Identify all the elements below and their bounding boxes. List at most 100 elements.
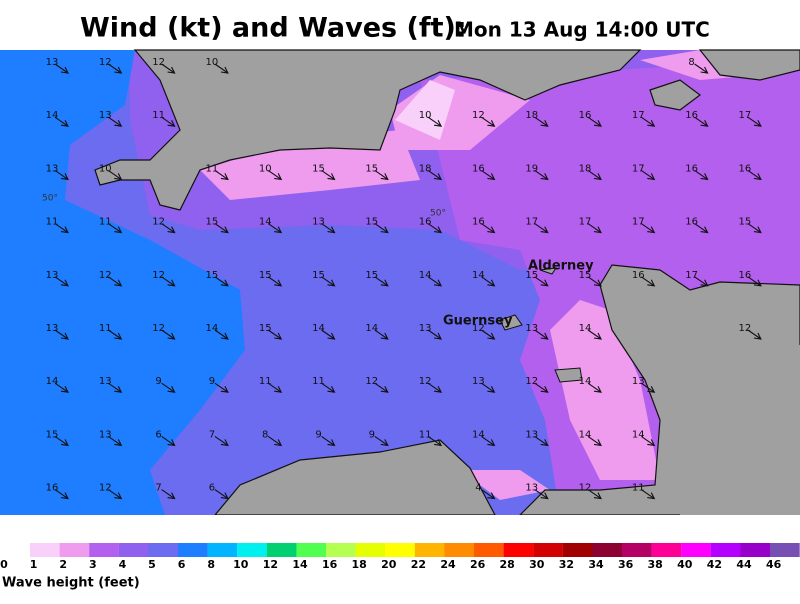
wind-speed: 6 xyxy=(209,483,215,494)
latitude-label: 50° xyxy=(430,209,446,219)
wind-speed: 11 xyxy=(46,217,59,228)
legend-tick: 1 xyxy=(30,558,38,571)
wind-speed: 9 xyxy=(155,376,161,387)
legend-tick: 5 xyxy=(148,558,156,571)
legend-swatch xyxy=(178,543,208,557)
legend-tick: 6 xyxy=(178,558,186,571)
wind-arrow xyxy=(481,435,496,447)
wind-speed: 17 xyxy=(632,163,645,174)
wind-speed: 16 xyxy=(419,217,432,228)
legend-tick: 8 xyxy=(207,558,215,571)
wind-arrow xyxy=(54,276,69,287)
legend-swatch xyxy=(562,543,593,557)
wind-speed: 14 xyxy=(632,429,645,440)
wind-speed: 15 xyxy=(259,323,272,334)
wind-arrow xyxy=(427,435,443,447)
wind-arrow xyxy=(481,329,496,340)
wind-speed: 12 xyxy=(152,217,165,228)
wind-speed: 15 xyxy=(365,217,378,228)
legend-swatch xyxy=(237,543,267,557)
wind-speed: 13 xyxy=(46,270,59,281)
wind-arrow xyxy=(747,276,762,287)
wind-speed: 18 xyxy=(419,163,432,174)
wind-arrow xyxy=(481,116,496,127)
sea-band xyxy=(460,470,550,500)
legend-tick: 2 xyxy=(59,558,67,571)
wind-arrow xyxy=(694,276,709,287)
place-label: Guernsey xyxy=(443,314,513,329)
wind-arrow xyxy=(214,382,229,393)
wind-arrow xyxy=(481,276,496,287)
wind-arrow xyxy=(534,329,549,340)
legend-swatch xyxy=(444,543,475,557)
legend-tick: 46 xyxy=(766,558,782,571)
wind-speed: 14 xyxy=(46,110,59,121)
wind-speed: 17 xyxy=(685,270,698,281)
legend-swatch xyxy=(533,543,563,557)
wind-speed: 12 xyxy=(99,57,112,68)
wind-arrow xyxy=(481,382,496,393)
wind-speed: 11 xyxy=(632,483,645,494)
land-alderney xyxy=(539,267,558,275)
legend-tick: 14 xyxy=(292,558,308,571)
wind-speed: 7 xyxy=(155,483,161,494)
wind-arrow xyxy=(107,276,123,287)
legend-tick: 10 xyxy=(233,558,249,571)
wind-speed: 11 xyxy=(152,110,165,121)
wind-arrow xyxy=(374,223,389,234)
wind-speed: 7 xyxy=(209,429,215,440)
wind-speed: 15 xyxy=(579,270,592,281)
legend-swatch xyxy=(59,543,90,557)
legend-tick: 24 xyxy=(440,558,456,571)
wind-arrow xyxy=(267,169,283,181)
wind-speed: 12 xyxy=(152,57,165,68)
wind-arrow xyxy=(374,435,389,447)
wind-arrow xyxy=(747,329,762,340)
wind-arrow xyxy=(321,223,336,234)
wind-arrow xyxy=(374,382,389,393)
legend-swatch xyxy=(326,543,356,557)
wind-speed: 12 xyxy=(472,323,485,334)
wind-arrow xyxy=(54,63,69,74)
wind-arrow xyxy=(321,169,336,181)
wind-speed: 12 xyxy=(579,483,592,494)
wind-arrow xyxy=(214,489,229,500)
wind-speed: 16 xyxy=(685,110,698,121)
wind-arrow xyxy=(640,276,656,287)
legend-tick: 42 xyxy=(707,558,722,571)
wind-arrow xyxy=(267,382,283,393)
wind-arrow xyxy=(694,63,709,74)
legend-tick: 34 xyxy=(588,558,604,571)
legend-swatch xyxy=(355,543,386,557)
wind-arrow xyxy=(427,169,443,181)
wind-speed: 13 xyxy=(419,323,432,334)
wind-arrow xyxy=(534,489,549,500)
wind-speed: 13 xyxy=(46,323,59,334)
wind-speed: 8 xyxy=(262,429,268,440)
wind-speed: 9 xyxy=(315,429,321,440)
wind-speed: 13 xyxy=(99,376,112,387)
legend-tick: 26 xyxy=(470,558,486,571)
wind-speed: 12 xyxy=(152,270,165,281)
land-france xyxy=(680,315,800,515)
wind-speed: 17 xyxy=(632,217,645,228)
wind-arrow xyxy=(54,223,69,234)
wind-speed: 12 xyxy=(99,270,112,281)
legend-swatch xyxy=(622,543,652,557)
legend-swatch xyxy=(118,543,149,557)
wind-speed: 16 xyxy=(739,163,752,174)
legend-tick: 3 xyxy=(89,558,97,571)
legend-swatch xyxy=(385,543,415,557)
wind-arrow xyxy=(747,116,762,127)
wind-arrow xyxy=(534,169,549,181)
legend-tick: 12 xyxy=(263,558,278,571)
wind-speed: 14 xyxy=(579,323,592,334)
wind-speed: 13 xyxy=(632,376,645,387)
wind-arrow xyxy=(267,329,283,340)
wind-arrow xyxy=(427,329,443,340)
wind-speed: 13 xyxy=(472,376,485,387)
legend-tick: 44 xyxy=(736,558,752,571)
wind-speed: 14 xyxy=(579,429,592,440)
legend-tick: 16 xyxy=(322,558,338,571)
